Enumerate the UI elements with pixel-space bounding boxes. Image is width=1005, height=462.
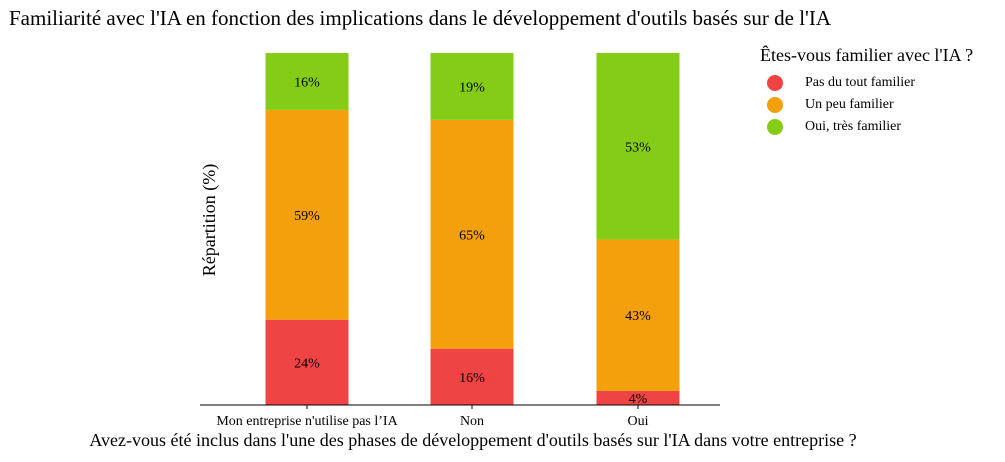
bar-oui-oui-tres-familier <box>596 53 680 240</box>
legend-swatch-pas-du-tout-familier <box>767 75 783 91</box>
legend-label: Pas du tout familier <box>805 75 916 90</box>
data-label-mon-entreprise-pas-du-tout-familier: 24% <box>294 356 320 371</box>
data-label-non-un-peu-familier: 65% <box>459 228 485 243</box>
bars-layer <box>265 53 680 405</box>
data-label-mon-entreprise-oui-tres-familier: 16% <box>294 75 320 90</box>
bar-non-oui-tres-familier <box>430 53 514 120</box>
x-tick-label-oui: Oui <box>628 414 649 429</box>
legend-item-oui-tres-familier: Oui, très familier <box>760 116 973 138</box>
y-axis-title: Répartition (%) <box>199 164 220 276</box>
bar-mon-entreprise-oui-tres-familier <box>265 53 349 110</box>
legend-item-pas-du-tout-familier: Pas du tout familier <box>760 72 973 94</box>
legend-swatch-oui-tres-familier <box>767 119 783 135</box>
legend-label: Oui, très familier <box>805 119 902 134</box>
legend: Êtes-vous familier avec l'IA ? Pas du to… <box>760 45 973 138</box>
x-axis-title: Avez-vous été inclus dans l'une des phas… <box>89 430 857 450</box>
x-tick-label-non: Non <box>460 414 484 429</box>
data-labels-layer: 24% 59% 16% 16% 65% 19% 4% 43% 53% <box>294 75 651 407</box>
bar-mon-entreprise-pas-du-tout-familier <box>265 319 349 405</box>
legend-title: Êtes-vous familier avec l'IA ? <box>760 45 974 65</box>
bar-oui-un-peu-familier <box>596 239 680 391</box>
data-label-oui-oui-tres-familier: 53% <box>625 140 651 155</box>
data-label-oui-pas-du-tout-familier: 4% <box>629 392 648 407</box>
x-tick-label-mon-entreprise: Mon entreprise n'utilise pas l’IA <box>216 414 398 429</box>
chart-title: Familiarité avec l'IA en fonction des im… <box>9 6 831 30</box>
bar-non-pas-du-tout-familier <box>430 348 514 405</box>
data-label-non-pas-du-tout-familier: 16% <box>459 371 485 386</box>
x-ticks-layer: Mon entreprise n'utilise pas l’IA Non Oui <box>216 405 649 429</box>
bar-oui-pas-du-tout-familier <box>596 390 680 405</box>
data-label-oui-un-peu-familier: 43% <box>625 309 651 324</box>
bar-non-un-peu-familier <box>430 119 514 349</box>
data-label-mon-entreprise-un-peu-familier: 59% <box>294 209 320 224</box>
legend-item-un-peu-familier: Un peu familier <box>760 94 973 116</box>
data-label-non-oui-tres-familier: 19% <box>459 80 485 95</box>
legend-swatch-un-peu-familier <box>767 97 783 113</box>
bar-mon-entreprise-un-peu-familier <box>265 109 349 320</box>
legend-label: Un peu familier <box>805 97 894 112</box>
